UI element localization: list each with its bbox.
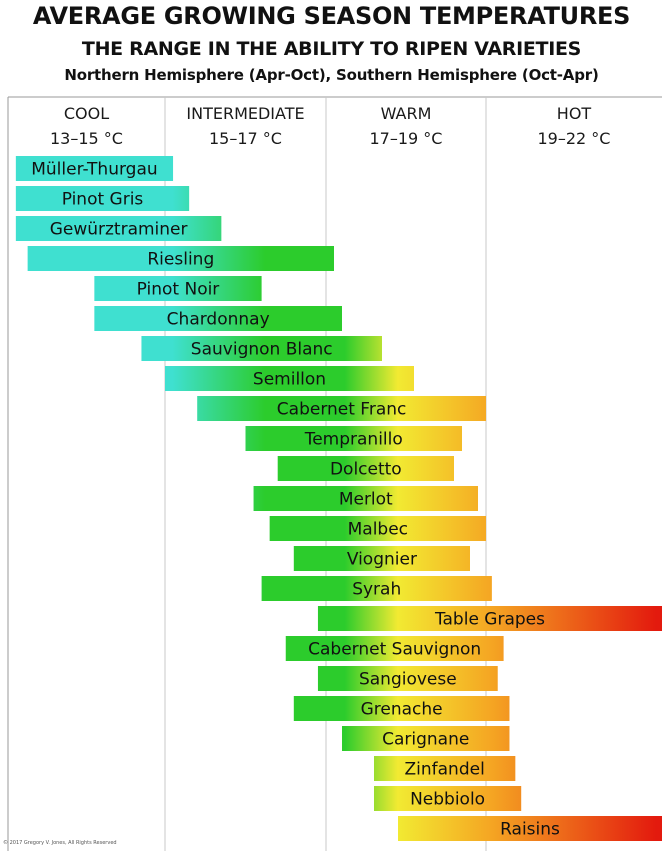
bar-pinot-gris: Pinot Gris [15,186,190,211]
bar-label-grenache: Grenache [361,700,443,720]
bar-viognier: Viognier [293,546,470,571]
bar-label-zinfandel: Zinfandel [405,760,485,780]
bar-label-riesling: Riesling [147,250,214,270]
bar-rect-malbec [269,516,486,541]
zone-range-cool: 13–15 °C [50,129,123,148]
bar-syrah: Syrah [261,576,492,601]
bar-sangiovese: Sangiovese [317,666,498,691]
bar-rect-cabernet-franc [197,396,486,421]
zone-name-cool: COOL [64,104,109,123]
bar-zinfandel: Zinfandel [374,756,516,781]
bar-grenache: Grenache [293,696,510,721]
bar-rect-viognier [293,546,470,571]
zone-range-intermediate: 15–17 °C [209,129,282,148]
zone-name-intermediate: INTERMEDIATE [186,104,304,123]
bar-cabernet-sauvignon: Cabernet Sauvignon [285,636,504,661]
bar-raisins: Raisins [398,816,662,841]
bar-label-cabernet-franc: Cabernet Franc [277,400,407,420]
bar-label-cabernet-sauvignon: Cabernet Sauvignon [308,640,481,660]
bar-rect-raisins [398,816,662,841]
bar-label-semillon: Semillon [253,370,326,390]
zone-name-warm: WARM [381,104,432,123]
bar-rect-zinfandel [374,756,516,781]
copyright-note: © 2017 Gregory V. Jones, All Rights Rese… [3,840,117,846]
bar-rect-merlot [253,486,478,511]
bar-rect-table-grapes [317,606,662,631]
zone-name-hot: HOT [557,104,592,123]
bar-rect-chardonnay [94,306,342,331]
chart-frame [7,96,662,851]
bar-rect-gew-rztraminer [15,216,222,241]
bar-carignane: Carignane [342,726,510,751]
bar-label-chardonnay: Chardonnay [167,310,270,330]
bar-malbec: Malbec [269,516,486,541]
zone-range-hot: 19–22 °C [538,129,611,148]
bar-merlot: Merlot [253,486,478,511]
bar-label-merlot: Merlot [339,490,393,510]
bar-label-gew-rztraminer: Gewürztraminer [50,220,188,240]
zone-headers: COOL 13–15 °C INTERMEDIATE 15–17 °C WARM 17–1… [50,104,610,148]
bar-chardonnay: Chardonnay [94,306,342,331]
bar-riesling: Riesling [27,246,334,271]
bar-label-pinot-gris: Pinot Gris [62,190,144,210]
bar-label-m-ller-thurgau: Müller-Thurgau [31,160,157,180]
bar-dolcetto: Dolcetto [277,456,454,481]
bar-rect-pinot-noir [94,276,262,301]
bar-label-pinot-noir: Pinot Noir [137,280,220,300]
bar-sauvignon-blanc: Sauvignon Blanc [141,336,382,361]
bar-m-ller-thurgau: Müller-Thurgau [15,156,174,181]
bar-tempranillo: Tempranillo [245,426,462,451]
bar-rect-sauvignon-blanc [141,336,382,361]
bar-rect-tempranillo [245,426,462,451]
bar-rect-grenache [293,696,510,721]
bar-label-malbec: Malbec [348,520,408,540]
bar-rect-pinot-gris [15,186,190,211]
bar-label-tempranillo: Tempranillo [304,430,403,450]
bar-rect-riesling [27,246,334,271]
bar-label-nebbiolo: Nebbiolo [410,790,485,810]
bar-semillon: Semillon [165,366,414,391]
bar-pinot-noir: Pinot Noir [94,276,262,301]
zone-range-warm: 17–19 °C [370,129,443,148]
bar-rect-m-ller-thurgau [15,156,174,181]
bar-rect-sangiovese [317,666,498,691]
bar-rect-cabernet-sauvignon [285,636,504,661]
bar-nebbiolo: Nebbiolo [374,786,522,811]
bar-label-sangiovese: Sangiovese [359,670,457,690]
bar-rect-carignane [342,726,510,751]
bar-label-syrah: Syrah [352,580,401,600]
variety-bars: Müller-Thurgau Pinot Gris Gewürztraminer Ri… [15,156,662,841]
bar-rect-nebbiolo [374,786,522,811]
bar-rect-syrah [261,576,492,601]
bar-gew-rztraminer: Gewürztraminer [15,216,222,241]
bar-label-raisins: Raisins [500,820,560,840]
bar-label-dolcetto: Dolcetto [330,460,402,480]
bar-rect-dolcetto [277,456,454,481]
bar-label-table-grapes: Table Grapes [434,610,545,630]
bar-rect-semillon [165,366,414,391]
bar-label-carignane: Carignane [382,730,469,750]
bar-cabernet-franc: Cabernet Franc [197,396,486,421]
bar-label-viognier: Viognier [347,550,417,570]
bar-label-sauvignon-blanc: Sauvignon Blanc [191,340,333,360]
chart-subtitle: THE RANGE IN THE ABILITY TO RIPEN VARIET… [81,38,582,60]
bar-table-grapes: Table Grapes [317,606,662,631]
hemisphere-note: Northern Hemisphere (Apr-Oct), Southern … [64,66,599,84]
chart-title: AVERAGE GROWING SEASON TEMPERATURES [32,2,631,30]
